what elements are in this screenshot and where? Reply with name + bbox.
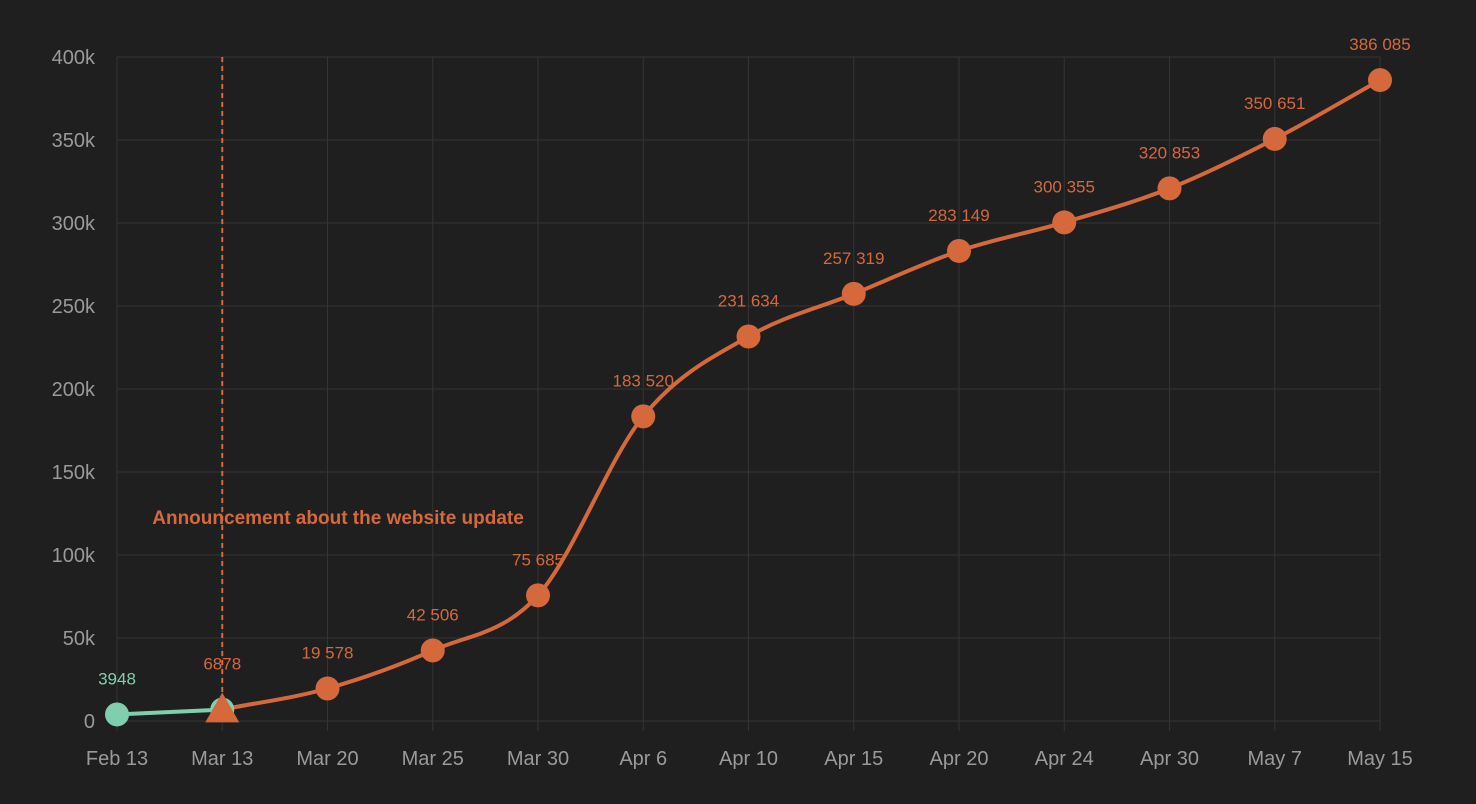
data-point: [1368, 68, 1392, 93]
x-tick-label: Apr 6: [619, 748, 667, 770]
data-point: [526, 583, 550, 608]
y-tick-label: 100k: [52, 545, 96, 567]
x-tick-label: Feb 13: [86, 748, 148, 770]
x-tick-label: Apr 30: [1140, 748, 1199, 770]
x-tick-label: Apr 20: [930, 748, 989, 770]
y-tick-label: 0: [84, 711, 95, 733]
x-tick-label: Mar 30: [507, 748, 569, 770]
x-tick-label: Mar 25: [402, 748, 464, 770]
data-point: [947, 238, 971, 263]
data-label: 257 319: [823, 249, 884, 268]
data-label: 231 634: [718, 291, 779, 310]
y-tick-label: 300k: [52, 213, 96, 235]
data-point: [1052, 210, 1077, 235]
data-point: [736, 324, 761, 349]
data-label: 350 651: [1244, 94, 1305, 113]
data-label: 300 355: [1034, 177, 1095, 196]
data-point: [841, 281, 866, 306]
data-point: [205, 692, 240, 723]
data-label: 320 853: [1139, 143, 1200, 162]
data-label: 6878: [203, 655, 241, 674]
data-label: 3948: [98, 669, 136, 688]
x-tick-label: May 7: [1248, 748, 1302, 770]
data-point: [1262, 126, 1287, 151]
x-tick-label: Apr 15: [824, 748, 883, 770]
x-tick-label: Apr 24: [1035, 748, 1094, 770]
data-label: 386 085: [1349, 35, 1410, 54]
annotations: Announcement about the website update: [152, 57, 524, 707]
x-tick-label: Mar 13: [191, 748, 253, 770]
series-points: [105, 68, 1392, 727]
annotation-text: Announcement about the website update: [152, 508, 524, 529]
y-tick-label: 150k: [52, 462, 96, 484]
series-line: [220, 78, 1382, 712]
data-label: 42 506: [407, 605, 459, 624]
data-label: 183 520: [613, 371, 674, 390]
y-axis: 0 50k 100k 150k 200k 250k 300k 350k 400k: [52, 47, 96, 733]
y-tick-label: 250k: [52, 296, 96, 318]
data-point: [315, 676, 340, 701]
data-label: 283 149: [928, 206, 989, 225]
x-tick-label: Mar 20: [296, 748, 358, 770]
data-label: 75 685: [512, 550, 564, 569]
x-tick-label: May 15: [1347, 748, 1413, 770]
series-line: [115, 707, 225, 717]
data-label: 19 578: [302, 644, 354, 663]
y-tick-label: 200k: [52, 379, 96, 401]
y-tick-label: 400k: [52, 47, 96, 69]
data-point: [1157, 176, 1182, 201]
data-point: [105, 702, 129, 727]
x-axis: Feb 13 Mar 13 Mar 20 Mar 25 Mar 30 Apr 6 Apr 1…: [86, 748, 1413, 770]
y-tick-label: 50k: [63, 628, 96, 650]
y-tick-label: 350k: [52, 130, 96, 152]
x-tick-label: Apr 10: [719, 748, 778, 770]
data-point: [420, 638, 445, 663]
data-point: [631, 404, 656, 429]
data-labels: 3948 6878 19 578 42 506 75 685 183 520 231 634…: [98, 35, 1411, 688]
